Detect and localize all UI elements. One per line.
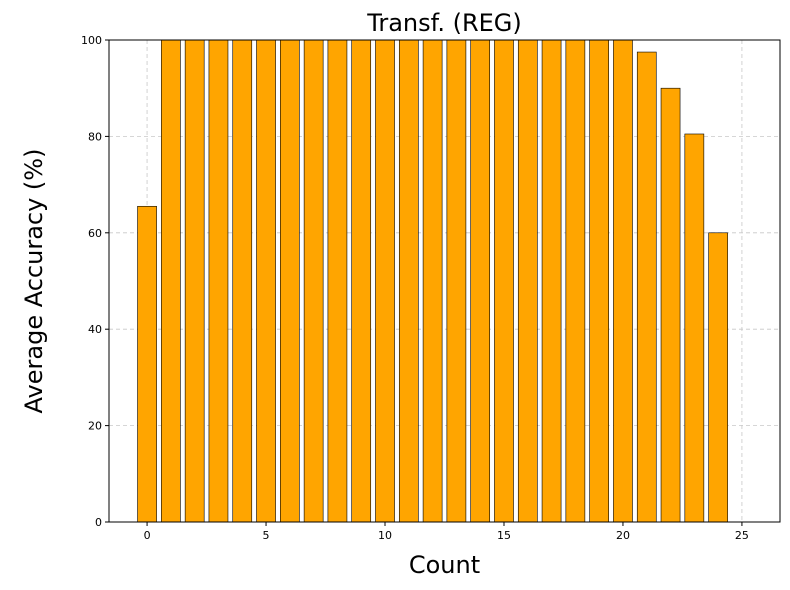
bar-11 [398, 39, 419, 523]
y-tick-label: 40 [88, 323, 102, 336]
bar-0 [137, 205, 157, 523]
x-tick-label: 20 [616, 529, 630, 542]
bar-13 [446, 39, 467, 523]
bar-18 [565, 39, 586, 523]
bars [137, 39, 728, 523]
x-tick-label: 0 [144, 529, 151, 542]
bar-1 [161, 39, 181, 523]
bar-6 [280, 39, 300, 523]
bar-4 [232, 39, 253, 523]
x-tick-label: 15 [497, 529, 511, 542]
bar-5 [256, 39, 276, 523]
bar-20 [613, 39, 633, 523]
bar-10 [375, 39, 395, 523]
x-tick-label: 10 [378, 529, 392, 542]
bar-9 [351, 39, 372, 523]
bar-7 [303, 39, 324, 523]
bar-12 [422, 39, 443, 523]
bar-2 [184, 39, 205, 523]
x-tick-label: 5 [263, 529, 270, 542]
y-tick-label: 80 [88, 130, 102, 143]
x-axis-label: Count [409, 551, 480, 579]
y-tick-label: 0 [95, 516, 102, 529]
chart-title: Transf. (REG) [366, 9, 522, 37]
bar-23 [684, 133, 705, 523]
axis-ticks: 0 5 10 15 20 25 0 20 40 60 80 100 [81, 34, 749, 542]
bar-19 [589, 39, 609, 523]
bar-24 [708, 232, 728, 523]
y-tick-label: 60 [88, 227, 102, 240]
x-tick-label: 25 [735, 529, 749, 542]
bar-16 [517, 39, 538, 523]
bar-17 [541, 39, 562, 523]
bar-3 [208, 39, 229, 523]
bar-21 [636, 51, 657, 523]
bar-8 [327, 39, 348, 523]
y-tick-label: 100 [81, 34, 102, 47]
bar-14 [470, 39, 491, 523]
bar-22 [660, 87, 681, 523]
y-axis-label: Average Accuracy (%) [20, 149, 48, 414]
plot-frame [108, 39, 781, 523]
y-tick-label: 20 [88, 420, 102, 433]
bar-15 [494, 39, 514, 523]
